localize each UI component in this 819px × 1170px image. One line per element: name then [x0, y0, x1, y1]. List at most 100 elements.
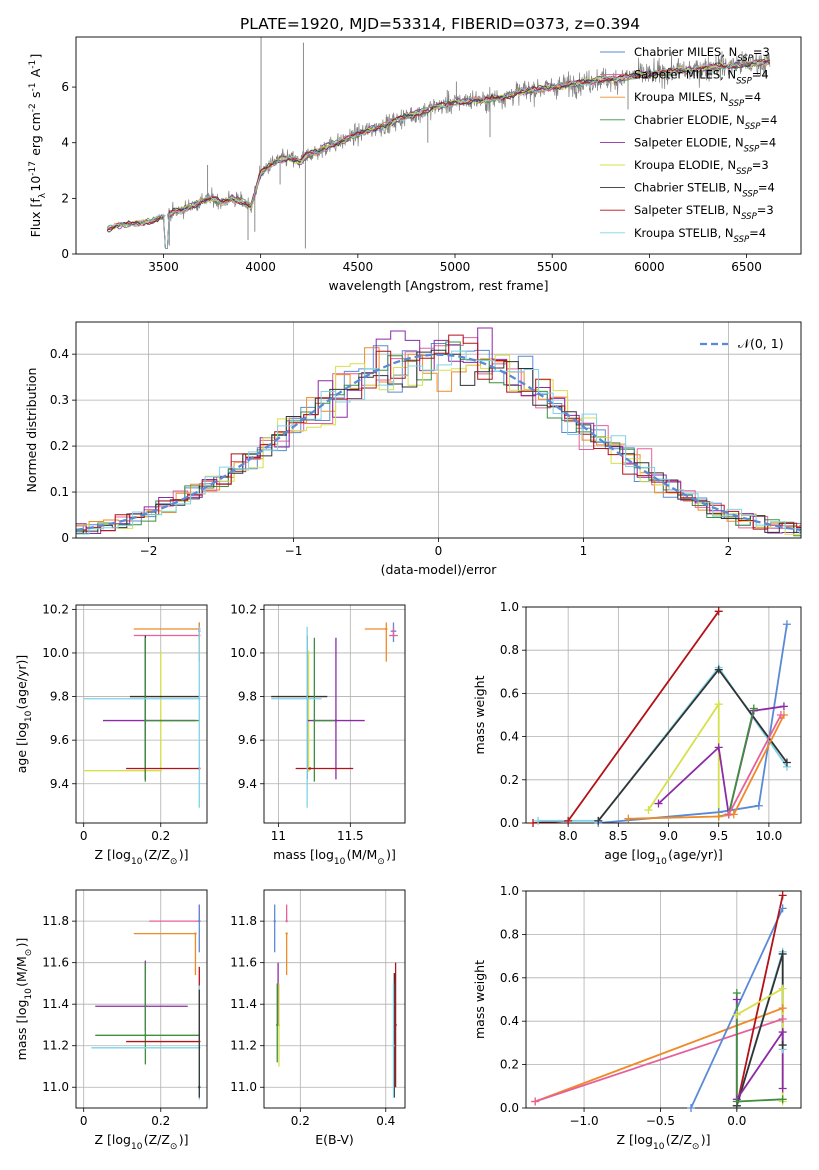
data-point	[313, 719, 316, 722]
y-tick-label: 9.8	[50, 690, 69, 704]
marker-plus	[714, 665, 723, 674]
y-tick-label: 9.4	[50, 777, 69, 791]
y-tick-label: 0.3	[50, 393, 69, 407]
legend-entry: Kroupa STELIB, NSSP=4	[634, 226, 766, 245]
marker-plus	[778, 984, 787, 993]
y-tick-label: 11.2	[230, 1039, 257, 1053]
x-tick-label: 0	[435, 544, 443, 558]
marker-plus	[732, 988, 741, 997]
y-tick-label: 0.4	[500, 730, 519, 744]
panel-mass_weight_vs_Z: −1.0 −0.5 0.0 0.0 0.2 0.4 0.6 0.8 1.0 Z [log10 (Z…	[472, 884, 802, 1152]
y-tick-label: 0.6	[500, 971, 519, 985]
marker-plus	[776, 711, 785, 719]
data-point	[392, 1044, 395, 1047]
model-spectrum	[107, 58, 771, 249]
model-spectrum	[107, 59, 771, 249]
data-point	[385, 627, 388, 631]
marker-plus	[778, 1084, 787, 1093]
marker-plus	[782, 758, 791, 767]
data-point	[285, 932, 288, 935]
y-tick-label: 0.6	[500, 686, 519, 700]
legend-entry: Kroupa ELODIE, NSSP=3	[634, 158, 769, 177]
plot-area	[534, 895, 784, 1108]
data-point	[285, 919, 288, 923]
y-tick-label: 11.2	[42, 1039, 69, 1053]
y-tick-label: 11.0	[230, 1080, 257, 1094]
axes-frame	[75, 889, 208, 1109]
axes-frame	[75, 321, 802, 539]
y-tick-label: 1.0	[500, 884, 519, 898]
data-point	[198, 1086, 201, 1089]
y-tick-label: 0.0	[500, 1101, 519, 1115]
plot-area	[271, 622, 398, 808]
y-tick-label: 0.4	[50, 347, 69, 361]
y-axis-label: mass [log10 (M/M⊙ )]	[14, 938, 34, 1061]
marker-plus	[654, 799, 663, 808]
marker-plus	[714, 607, 723, 616]
data-point	[276, 1023, 279, 1027]
y-tick-label: 10.2	[230, 602, 257, 616]
y-tick-label: 11.0	[42, 1080, 69, 1094]
marker-plus	[564, 816, 573, 825]
axes-frame	[263, 604, 406, 824]
x-axis-label: mass [log10 (M/M⊙ )]	[273, 847, 396, 867]
x-axis-label: (data-model)/error	[381, 562, 498, 577]
y-tick-label: 10.0	[42, 646, 69, 660]
marker-plus	[687, 1104, 695, 1112]
model-spectrum	[106, 59, 770, 249]
x-tick-label: 11.5	[337, 829, 364, 843]
data-point	[394, 1023, 397, 1027]
data-point	[159, 769, 162, 772]
marker-plus	[778, 1004, 787, 1013]
y-tick-label: 0	[61, 531, 69, 545]
y-tick-label: 0.8	[500, 927, 519, 941]
marker-plus	[594, 816, 603, 825]
x-tick-label: 9.5	[709, 829, 728, 843]
residual-histogram	[76, 334, 801, 532]
data-point	[194, 932, 197, 935]
x-tick-label: −1.0	[569, 1114, 598, 1128]
model-spectrum	[106, 60, 771, 249]
marker-plus	[778, 949, 787, 958]
model-spectrum	[106, 59, 771, 249]
plot-area	[532, 610, 788, 823]
mass-weight-series	[532, 610, 720, 823]
panel-spectrum: 3500 4000 4500 5000 5500 6000 6500 0 2 4 6 waveleng…	[28, 36, 802, 293]
y-tick-label: 1.0	[500, 600, 519, 614]
y-tick-label: 11.4	[42, 997, 69, 1011]
marker-plus	[778, 1041, 787, 1050]
marker-plus	[779, 702, 788, 711]
y-axis-label: Flux [fλ 10-17 erg cm-2 s-1 A-1 ]	[28, 54, 48, 238]
marker-plus	[749, 704, 758, 713]
data-point	[307, 769, 310, 772]
y-tick-label: 0	[61, 247, 69, 261]
mass-weight-series	[735, 895, 784, 1106]
y-axis-label: mass weight	[472, 675, 487, 754]
x-tick-label: 5000	[440, 260, 471, 274]
x-tick-label: 6000	[634, 260, 665, 274]
mass-weight-series	[597, 668, 788, 822]
marker-plus	[778, 904, 787, 913]
x-tick-label: 9.0	[659, 829, 678, 843]
x-tick-label: −0.5	[646, 1114, 675, 1128]
normal-distribution-curve	[76, 353, 801, 532]
legend-entry: Salpeter MILES, NSSP=4	[634, 68, 769, 87]
x-tick-label: 3500	[148, 260, 179, 274]
marker-plus	[782, 620, 791, 629]
y-tick-label: 0.2	[500, 1058, 519, 1072]
x-tick-label: 0	[80, 829, 88, 843]
y-tick-label: 10.2	[42, 602, 69, 616]
data-point	[144, 1034, 147, 1037]
legend: 𝒩(0, 1)	[700, 336, 784, 351]
x-tick-label: 4500	[343, 260, 374, 274]
plot-area	[106, 37, 771, 249]
y-tick-label: 9.6	[50, 733, 69, 747]
x-tick-label: 11	[271, 829, 286, 843]
marker-plus	[778, 1095, 787, 1104]
y-tick-label: 11.8	[230, 914, 257, 928]
x-tick-label: 6500	[731, 260, 762, 274]
marker-plus	[529, 819, 538, 827]
y-tick-label: 6	[61, 80, 69, 94]
mass-weight-series	[534, 1018, 783, 1103]
y-tick-label: 9.4	[238, 777, 257, 791]
